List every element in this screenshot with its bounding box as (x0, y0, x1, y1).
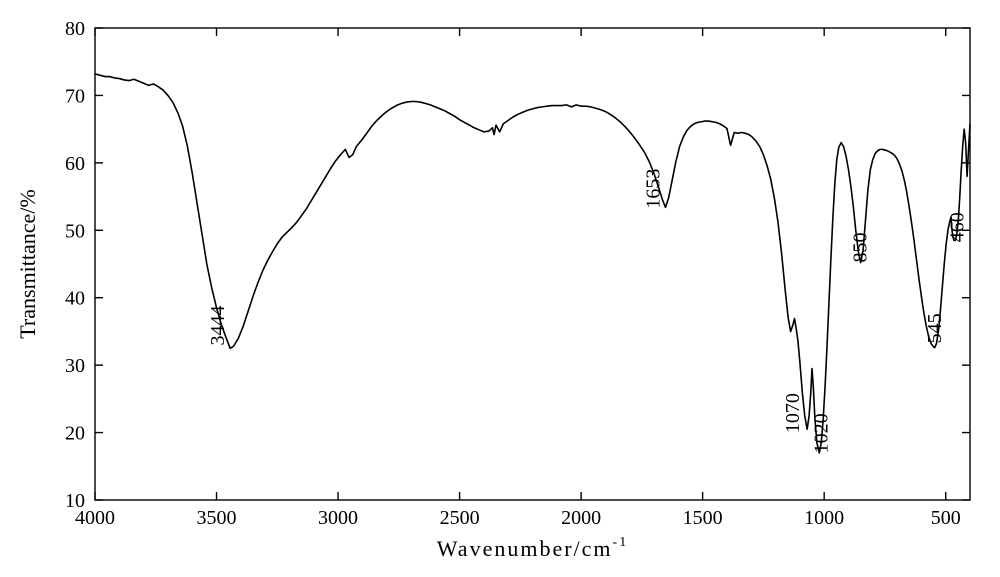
y-tick-label: 70 (65, 85, 85, 107)
x-tick-label: 2500 (440, 507, 480, 529)
x-tick-label: 3500 (197, 507, 237, 529)
peak-label-1020: 1020 (810, 413, 832, 453)
spectrum-curve (95, 74, 970, 453)
y-tick-label: 10 (65, 490, 85, 512)
x-tick-label: 500 (931, 507, 961, 529)
ftir-spectrum-chart: 4000350030002500200015001000500 10203040… (0, 0, 1000, 577)
peak-label-460: 460 (946, 212, 968, 242)
y-tick-label: 30 (65, 355, 85, 377)
plot-frame (95, 28, 970, 500)
y-axis-title: Transmittance/% (15, 189, 40, 339)
y-tick-label: 60 (65, 153, 85, 175)
x-tick-label: 2000 (561, 507, 601, 529)
peak-label-545: 545 (924, 313, 946, 343)
y-tick-label: 80 (65, 18, 85, 40)
y-tick-label: 50 (65, 220, 85, 242)
y-tick-label: 20 (65, 423, 85, 445)
peak-label-850: 850 (850, 233, 872, 263)
x-axis-title: Wavenumber/cm-1 (437, 535, 628, 561)
peak-label-3444: 3444 (207, 305, 229, 345)
y-axis-ticks: 1020304050607080 (65, 18, 970, 512)
peak-label-1070: 1070 (782, 393, 804, 433)
x-tick-label: 1000 (804, 507, 844, 529)
y-tick-label: 40 (65, 288, 85, 310)
peak-label-1653: 1653 (642, 169, 664, 209)
x-tick-label: 3000 (318, 507, 358, 529)
x-tick-label: 1500 (683, 507, 723, 529)
